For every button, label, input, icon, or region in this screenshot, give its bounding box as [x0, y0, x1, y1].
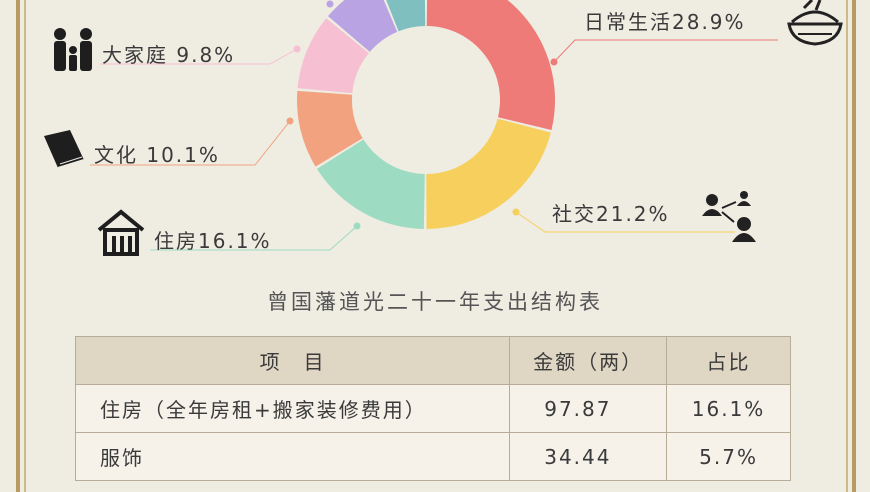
leader-dot-social [512, 208, 520, 216]
label-social: 社交21.2% [552, 202, 670, 226]
expense-donut-chart [90, 0, 778, 251]
leader-line-housing [150, 225, 358, 251]
frame-border-right-inner [846, 0, 848, 492]
leader-dot-daily [550, 58, 558, 66]
donut-slice-5 [327, 0, 398, 52]
table-row: 住房（全年房租+搬家装修费用） 97.87 16.1% [74, 384, 791, 433]
header-item: 项 目 [74, 336, 511, 385]
label-housing: 住房16.1% [154, 229, 272, 253]
leader-dot-housing [353, 222, 361, 230]
frame-border-right [852, 0, 856, 492]
house-icon [97, 209, 145, 256]
rice-bowl-icon [787, 0, 843, 46]
donut-slice-1 [426, 118, 551, 229]
family-icon [54, 28, 92, 71]
cell-item: 服饰 [74, 432, 511, 481]
donut-slice-2 [316, 139, 425, 229]
cell-amount: 34.44 [509, 432, 668, 481]
leader-dot-culture [286, 117, 294, 125]
table-row: 服饰 34.44 5.7% [74, 432, 791, 481]
leader-line-family [100, 48, 298, 65]
frame-border-left-inner [24, 0, 26, 492]
leader-line-daily [553, 39, 778, 63]
header-share: 占比 [666, 336, 791, 385]
cell-item: 住房（全年房租+搬家装修费用） [74, 384, 511, 433]
cell-amount: 97.87 [509, 384, 668, 433]
leader-line-culture [90, 120, 291, 166]
donut-slice-6 [386, 0, 426, 32]
frame-border-left [16, 0, 20, 492]
cell-share: 5.7% [666, 432, 791, 481]
leader-line-social [515, 211, 735, 233]
table-title: 曾国藩道光二十一年支出结构表 [267, 290, 603, 314]
header-amount: 金额（两） [509, 336, 668, 385]
people-network-icon [702, 191, 756, 242]
donut-slice-3 [297, 90, 363, 167]
leader-dot-purple [326, 0, 334, 8]
books-icon [44, 130, 85, 169]
donut-slice-0 [426, 0, 555, 130]
label-culture: 文化 10.1% [94, 143, 220, 167]
expense-table: 项 目 金额（两） 占比 住房（全年房租+搬家装修费用） 97.87 16.1%… [74, 336, 791, 481]
label-daily: 日常生活28.9% [584, 10, 746, 34]
table-header-row: 项 目 金额（两） 占比 [74, 336, 791, 385]
donut-slice-4 [297, 18, 369, 94]
cell-share: 16.1% [666, 384, 791, 433]
label-family: 大家庭 9.8% [102, 43, 236, 67]
leader-dot-family [293, 45, 301, 53]
